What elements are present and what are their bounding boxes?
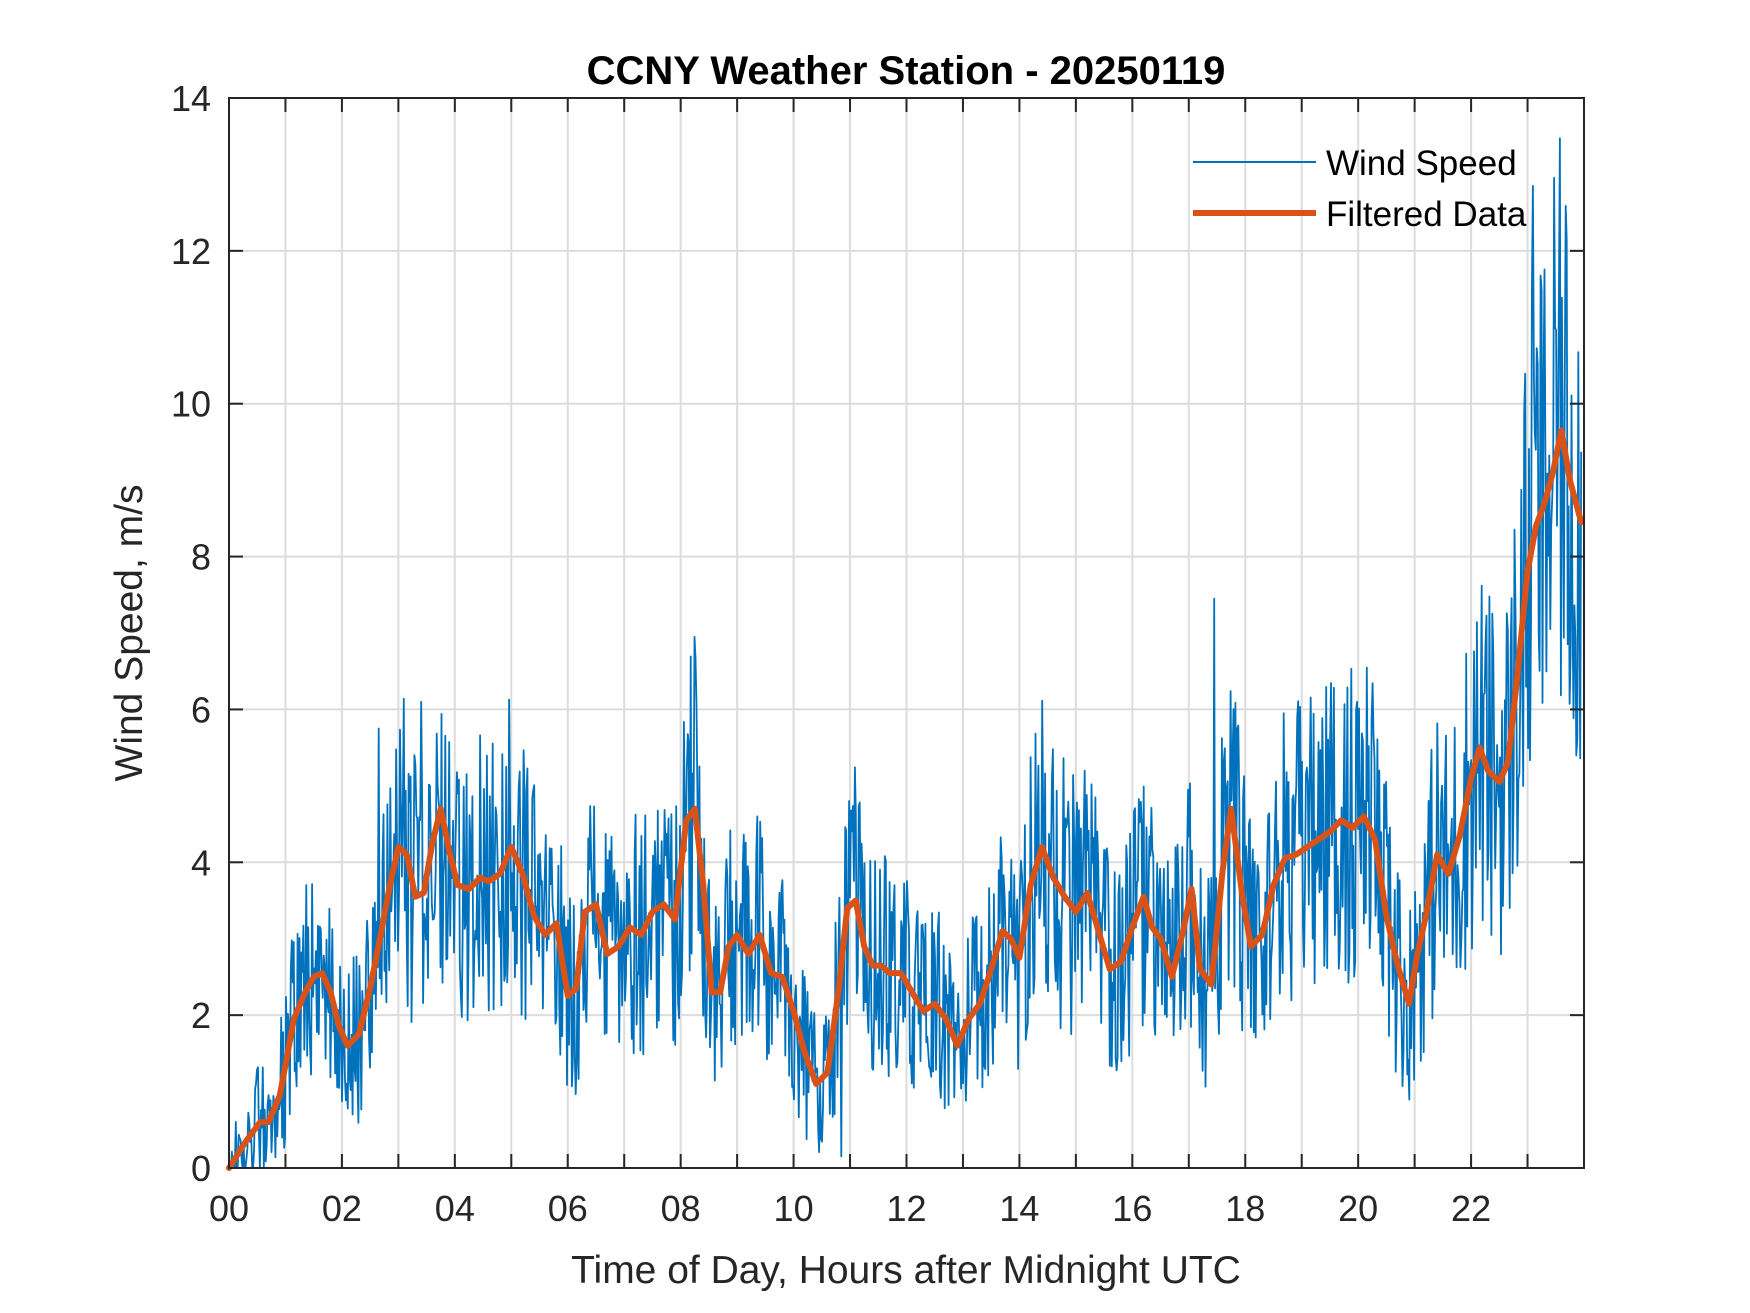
x-tick-label: 16: [1112, 1188, 1152, 1229]
y-tick-label: 0: [191, 1148, 211, 1189]
y-tick-label: 10: [171, 384, 211, 425]
legend: Wind Speed Filtered Data: [1193, 144, 1527, 234]
filtered-data-line: [226, 427, 1585, 1171]
series-wind-speed: [228, 137, 1583, 1169]
x-tick-label: 10: [774, 1188, 814, 1229]
y-tick-label: 6: [191, 689, 211, 730]
x-tick-label: 12: [886, 1188, 926, 1229]
x-tick-label: 14: [999, 1188, 1039, 1229]
wind-speed-line: [228, 137, 1583, 1169]
y-tick-label: 14: [171, 78, 211, 119]
x-tick-label: 08: [661, 1188, 701, 1229]
y-tick-label: 8: [191, 537, 211, 578]
x-tick-label: 20: [1338, 1188, 1378, 1229]
y-axis-label: Wind Speed, m/s: [108, 485, 151, 782]
y-tick-label: 4: [191, 842, 211, 883]
axes: [228, 97, 1585, 1169]
y-tick-labels: 0 2 4 6 8 10 12 14: [171, 78, 211, 1189]
y-tick-label: 12: [171, 231, 211, 272]
legend-label-wind-speed: Wind Speed: [1326, 144, 1517, 183]
series-filtered-data: [226, 427, 1585, 1171]
chart-title: CCNY Weather Station - 20250119: [587, 49, 1226, 93]
x-tick-label: 04: [435, 1188, 475, 1229]
x-tick-label: 06: [548, 1188, 588, 1229]
axes-box: [228, 97, 1585, 1169]
legend-label-filtered-data: Filtered Data: [1326, 195, 1527, 234]
x-tick-label: 18: [1225, 1188, 1265, 1229]
x-tick-labels: 00 02 04 06 08 10 12 14 16 18 20 22: [209, 1188, 1491, 1229]
x-tick-label: 22: [1451, 1188, 1491, 1229]
x-axis-label: Time of Day, Hours after Midnight UTC: [571, 1249, 1241, 1292]
y-tick-label: 2: [191, 995, 211, 1036]
x-tick-label: 00: [209, 1188, 249, 1229]
x-tick-label: 02: [322, 1188, 362, 1229]
